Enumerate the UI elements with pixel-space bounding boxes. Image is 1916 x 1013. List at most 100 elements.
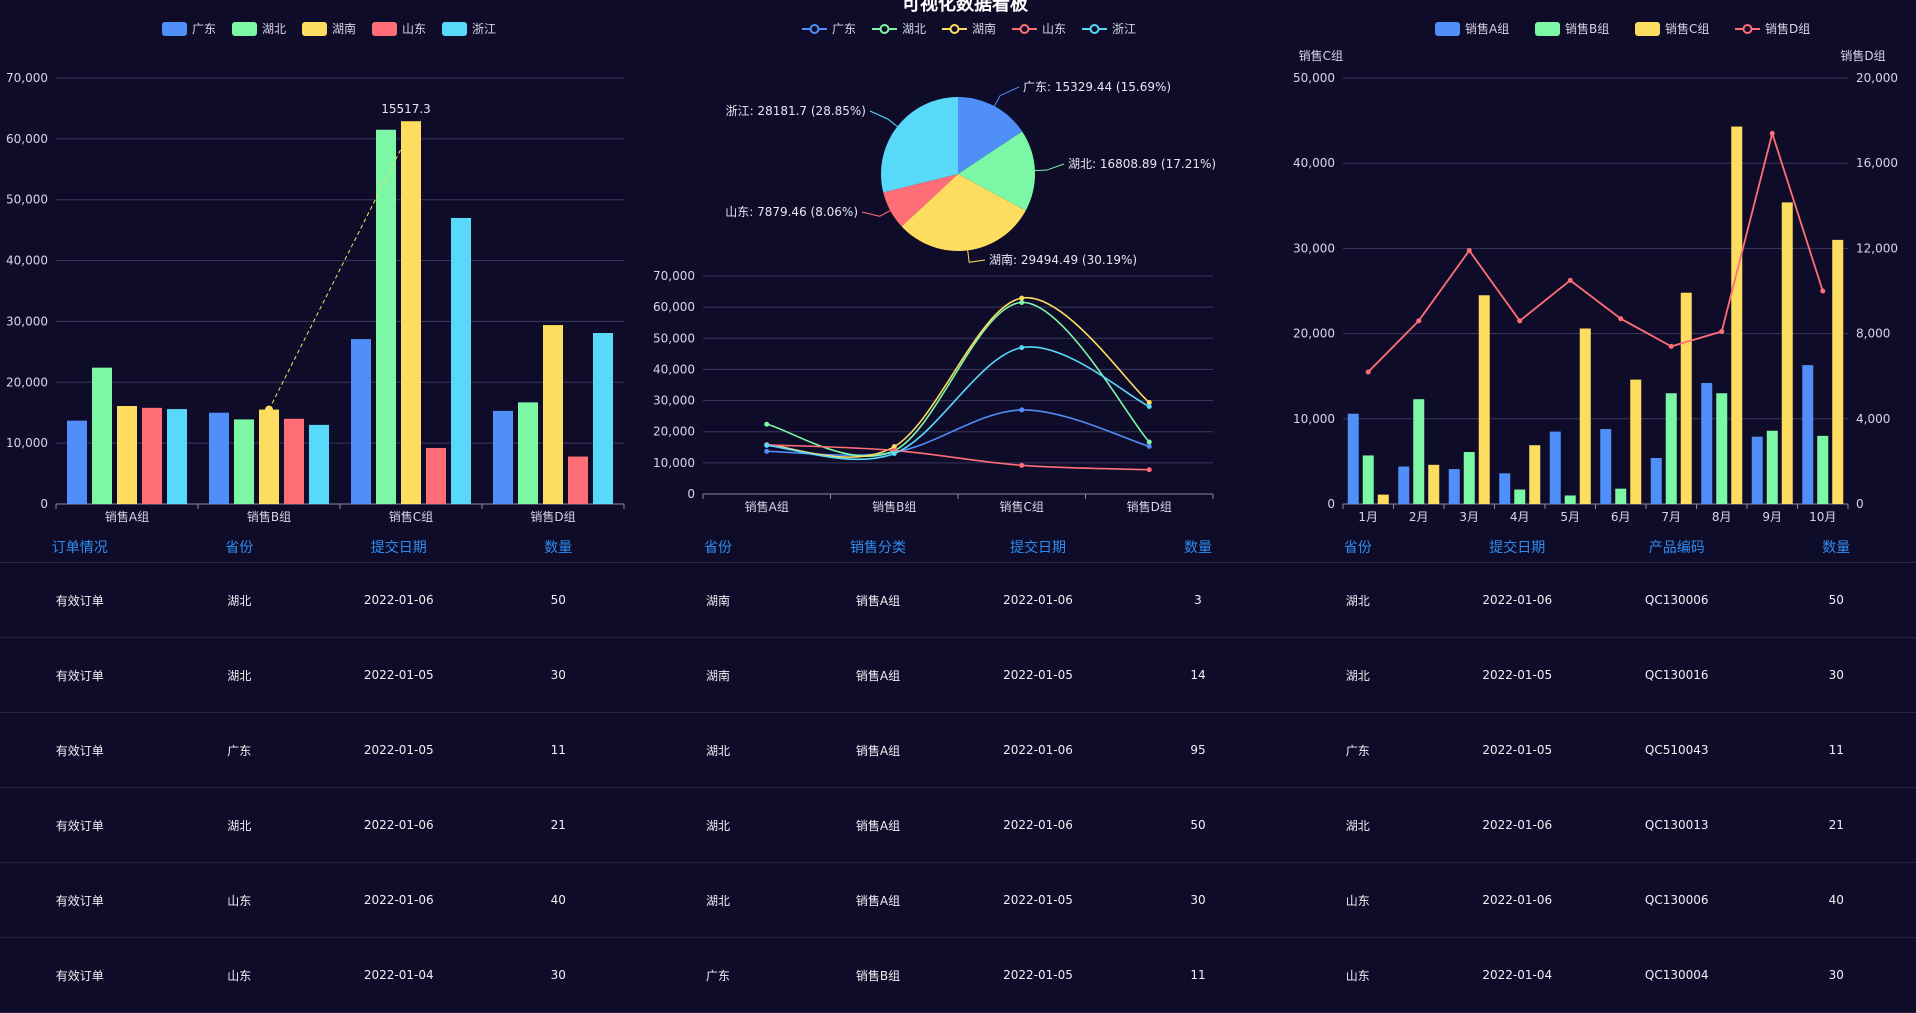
y2-tick-label: 12,000 [1856, 241, 1898, 255]
table-cell: 山东 [160, 967, 320, 984]
line-point [1019, 463, 1024, 468]
y2-tick-label: 20,000 [1856, 71, 1898, 85]
line-point [764, 443, 769, 448]
legend-swatch [232, 22, 257, 36]
bar [1666, 393, 1677, 504]
line-point [1147, 439, 1152, 444]
line-point [1416, 318, 1421, 323]
pie-leader-line [1035, 164, 1064, 171]
table-header: 订单情况省份提交日期数量 [0, 532, 638, 563]
bar [1348, 414, 1359, 504]
x-tick-label: 9月 [1762, 510, 1782, 524]
table-cell: 2022-01-04 [319, 968, 479, 982]
line-point [1770, 131, 1775, 136]
table-cell: 50 [1118, 818, 1278, 832]
bar [167, 409, 187, 504]
table-cell: 湖北 [1278, 667, 1438, 684]
series-line [767, 302, 1150, 456]
x-tick-label: 销售C组 [389, 509, 433, 524]
table-cell: 21 [1757, 818, 1916, 832]
line-point [1467, 248, 1472, 253]
bar [1464, 452, 1475, 504]
line-point [1147, 404, 1152, 409]
bar [1817, 436, 1828, 504]
legend-label: 湖北 [902, 21, 926, 36]
table-cell: 2022-01-06 [1438, 593, 1598, 607]
series-line [1368, 133, 1823, 372]
x-tick-label: 1月 [1358, 510, 1378, 524]
column-header: 省份 [160, 537, 320, 557]
table-cell: 湖北 [160, 667, 320, 684]
table-cell: 销售A组 [798, 592, 958, 609]
x-tick-label: 销售B组 [247, 509, 291, 524]
x-tick-label: 10月 [1809, 510, 1836, 524]
x-tick-label: 7月 [1661, 510, 1681, 524]
bar [1378, 495, 1389, 504]
column-header: 提交日期 [1438, 537, 1598, 557]
line-point [1019, 296, 1024, 301]
bar [1499, 473, 1510, 504]
bar [1767, 431, 1778, 504]
table-cell: 湖北 [1278, 592, 1438, 609]
legend-label: 浙江 [472, 22, 496, 36]
column-header: 提交日期 [319, 537, 479, 557]
legend-marker [811, 25, 819, 33]
column-header: 数量 [479, 537, 639, 557]
table-cell: 11 [1757, 743, 1916, 757]
monthly-bar-line-chart: 销售A组销售B组销售C组销售D组销售C组销售D组010,00020,00030,… [1278, 0, 1916, 532]
y-tick-label: 40,000 [1293, 156, 1335, 170]
series-line [767, 410, 1150, 455]
bar [1681, 293, 1692, 504]
legend-label: 销售C组 [1665, 21, 1709, 36]
bar [1580, 328, 1591, 504]
bar [1782, 202, 1793, 504]
y-tick-label: 30,000 [1293, 241, 1335, 255]
table-cell: 30 [479, 968, 639, 982]
legend-label: 湖北 [262, 21, 286, 36]
table-cell: 湖北 [638, 742, 798, 759]
x-tick-label: 销售C组 [1000, 499, 1044, 514]
legend-label: 销售A组 [1465, 21, 1509, 36]
table-cell: 2022-01-06 [958, 593, 1118, 607]
bar [1363, 455, 1374, 504]
table-cell: 销售A组 [798, 742, 958, 759]
table-cell: 50 [1757, 593, 1916, 607]
table-cell: 湖北 [160, 592, 320, 609]
y-axis-name: 销售C组 [1299, 48, 1343, 63]
series-line [767, 445, 1150, 470]
table-cell: 2022-01-06 [1438, 818, 1598, 832]
table-cell: 2022-01-05 [1438, 668, 1598, 682]
table-cell: QC130004 [1597, 968, 1757, 982]
legend-swatch [1635, 22, 1660, 36]
table-cell: 有效订单 [0, 742, 160, 759]
pie-label: 湖南: 29494.49 (30.19%) [989, 252, 1137, 267]
legend-swatch [442, 22, 467, 36]
column-header: 产品编码 [1597, 537, 1757, 557]
bar [1428, 465, 1439, 504]
legend-label: 湖南 [972, 21, 996, 36]
bar [451, 218, 471, 504]
column-header: 销售分类 [798, 537, 958, 557]
bar [593, 333, 613, 504]
line-point [764, 449, 769, 454]
table-cell: QC130006 [1597, 593, 1757, 607]
bar [1529, 445, 1540, 504]
table-cell: 2022-01-04 [1438, 968, 1598, 982]
bar [259, 410, 279, 504]
y-tick-label: 50,000 [6, 193, 48, 207]
y2-axis-name: 销售D组 [1840, 48, 1885, 63]
table-cell: 95 [1118, 743, 1278, 757]
bar [1514, 490, 1525, 504]
y-tick-label: 30,000 [653, 394, 695, 408]
column-header: 省份 [638, 537, 798, 557]
table-cell: 山东 [1278, 892, 1438, 909]
line-point [1517, 318, 1522, 323]
table-cell: 2022-01-05 [1438, 743, 1598, 757]
